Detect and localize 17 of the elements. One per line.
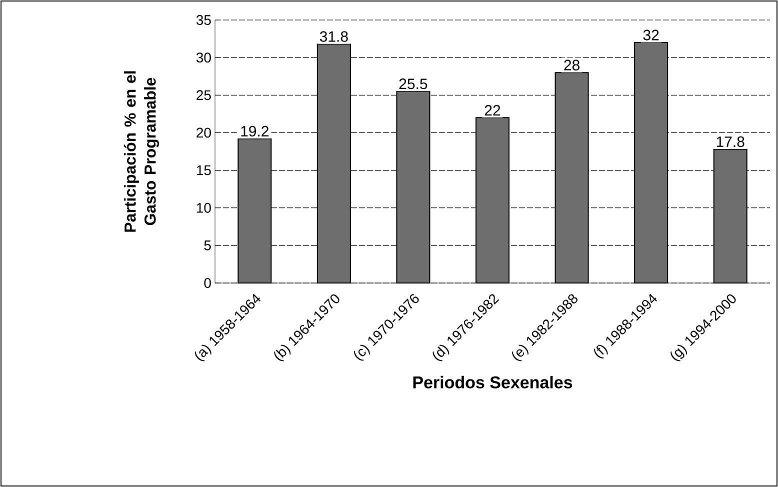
x-axis-title: Periodos Sexenales bbox=[413, 376, 572, 388]
data-label: 25.5 bbox=[399, 78, 428, 90]
data-label: 28 bbox=[564, 60, 580, 70]
data-label: 19.2 bbox=[241, 126, 268, 137]
y-tick-label: 15 bbox=[196, 165, 211, 176]
data-label: 32 bbox=[643, 30, 659, 40]
y-tick-label: 30 bbox=[196, 52, 211, 63]
data-label: 17.8 bbox=[716, 136, 744, 148]
y-tick-label: 10 bbox=[196, 202, 211, 213]
data-label: 31.8 bbox=[320, 31, 348, 42]
y-tick-label: 20 bbox=[196, 128, 211, 138]
y-axis-title: Participación % en el Gasto Programable bbox=[124, 71, 160, 232]
y-tick-label: 25 bbox=[196, 90, 211, 100]
y-tick-label: 35 bbox=[196, 15, 211, 25]
y-tick-label: 5 bbox=[204, 240, 211, 250]
data-label: 22 bbox=[484, 105, 500, 116]
y-tick-label: 0 bbox=[204, 278, 211, 288]
